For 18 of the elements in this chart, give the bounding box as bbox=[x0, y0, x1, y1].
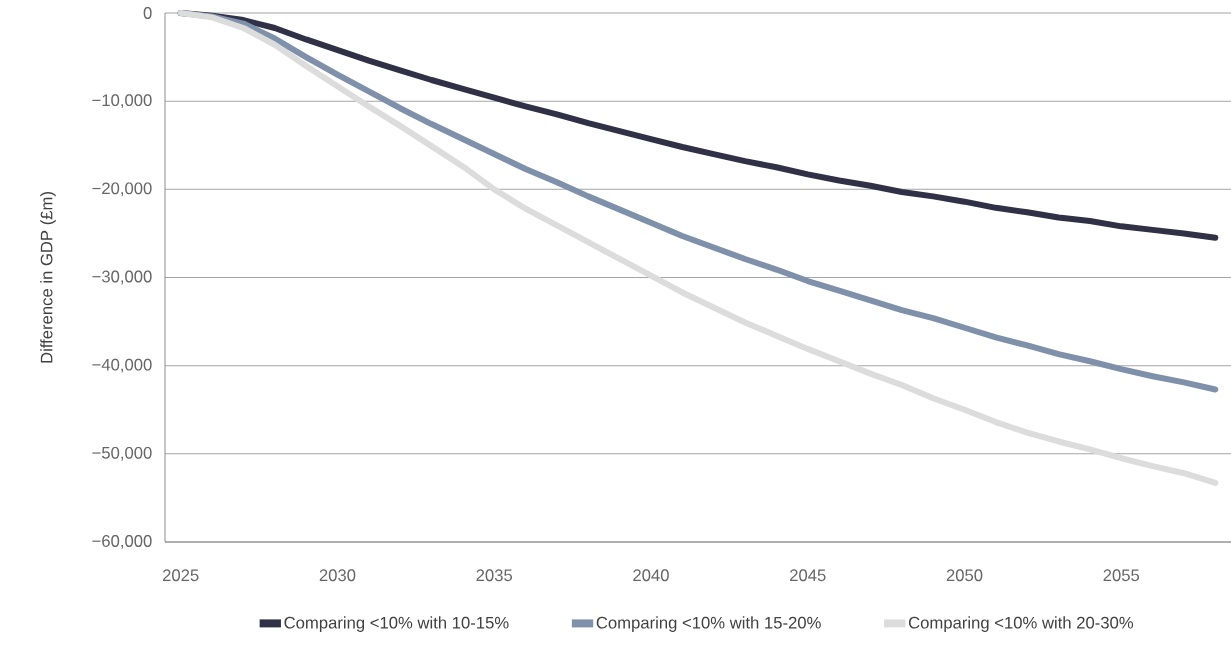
y-axis-title: Difference in GDP (£m) bbox=[40, 192, 56, 363]
x-tick-label: 2055 bbox=[1103, 569, 1140, 582]
x-tick-label: 2035 bbox=[476, 569, 513, 582]
y-tick-label: −30,000 bbox=[92, 270, 152, 285]
x-tick-label: 2050 bbox=[946, 569, 983, 582]
x-tick-label: 2040 bbox=[633, 569, 669, 582]
x-tick-label: 2030 bbox=[319, 569, 356, 582]
y-tick-label: 0 bbox=[143, 7, 152, 19]
y-tick-label: −60,000 bbox=[92, 535, 152, 549]
y-tick-label: −10,000 bbox=[92, 94, 152, 109]
legend-label: Comparing <10% with 15-20% bbox=[596, 616, 821, 632]
y-tick-label: −40,000 bbox=[92, 358, 152, 373]
x-tick-label: 2025 bbox=[162, 569, 199, 582]
x-tick-label: 2045 bbox=[790, 569, 826, 582]
legend-label: Comparing <10% with 10-15% bbox=[284, 616, 509, 632]
y-tick-label: −50,000 bbox=[92, 446, 152, 461]
legend-label: Comparing <10% with 20-30% bbox=[908, 616, 1134, 632]
y-tick-label: −20,000 bbox=[92, 182, 152, 197]
